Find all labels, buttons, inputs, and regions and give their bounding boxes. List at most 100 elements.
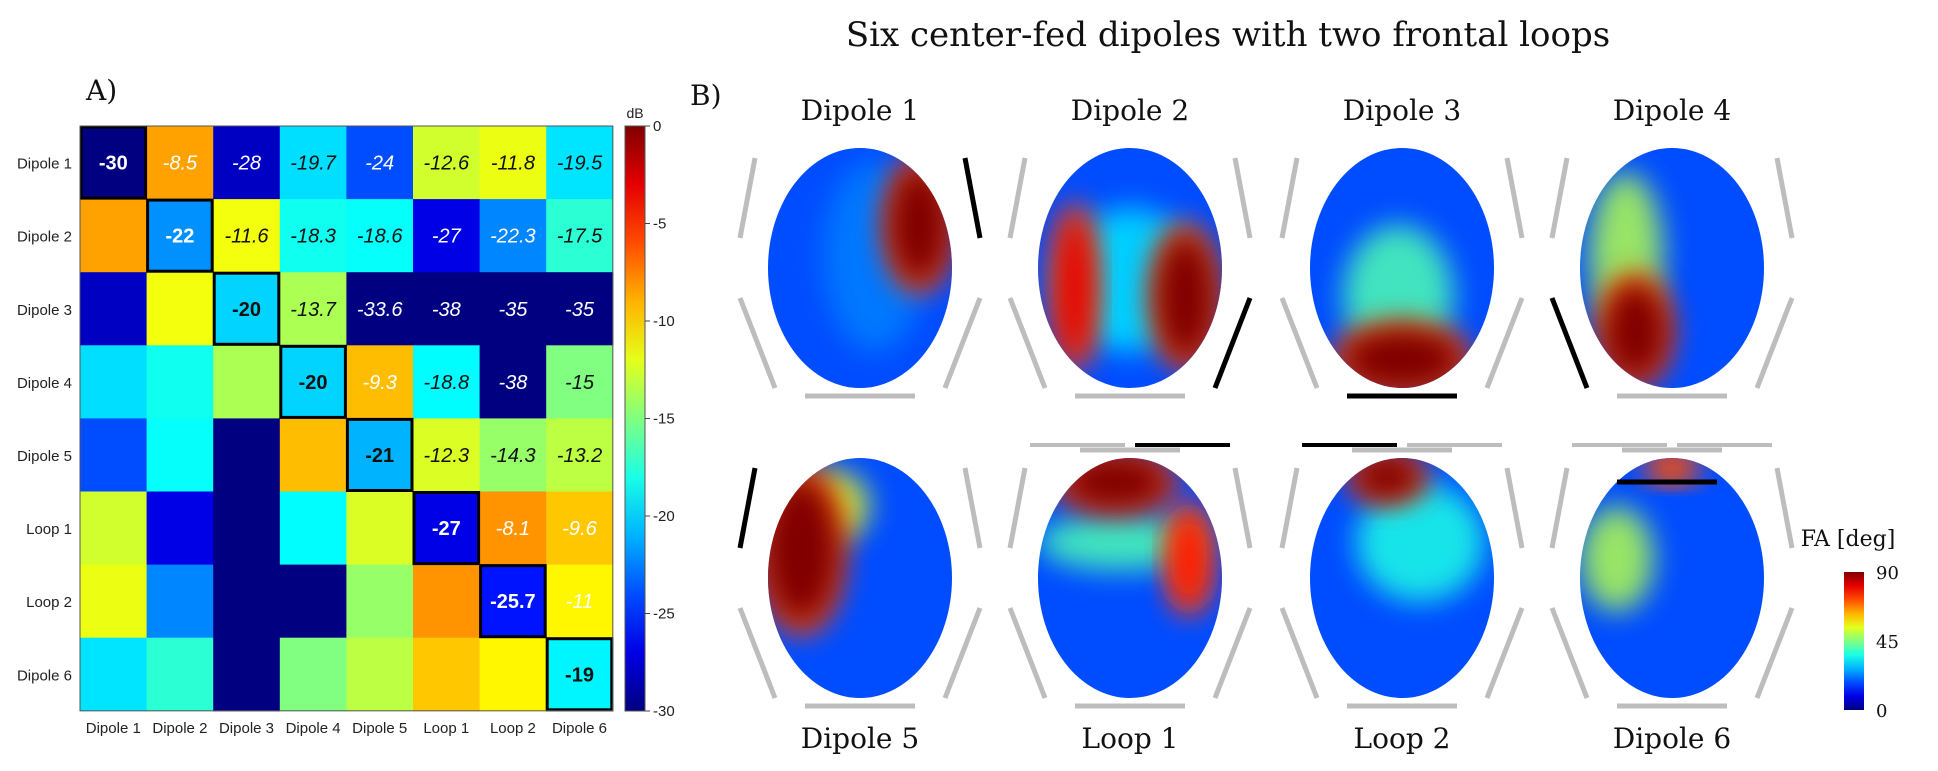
element-bar: [1754, 607, 1795, 699]
element-bar: [1232, 157, 1253, 239]
fa-map-warm-region: [1038, 513, 1204, 571]
diagonal-highlight: [279, 344, 347, 419]
colorbar-db-tick-label: -5: [653, 216, 666, 233]
element-bar: [1212, 607, 1253, 699]
coupling-matrix: -30 -8.5 -28 -19.7 -24 -12.6 -11.8 -19.5 -22 -11.…: [17, 125, 614, 737]
fa-map-title: Loop 2: [1354, 722, 1451, 755]
matrix-cell: [146, 491, 214, 566]
fa-map-field: [768, 148, 952, 388]
fa-map-hot-region: [768, 477, 838, 622]
matrix-cell: [279, 564, 347, 639]
matrix-cell: [479, 272, 547, 346]
cell-value-label: -22: [165, 226, 194, 248]
matrix-cell: [413, 637, 481, 712]
matrix-cell: [413, 345, 481, 419]
element-bar: [962, 467, 983, 549]
cell-value-label: -20: [232, 299, 261, 321]
matrix-cell: [279, 199, 347, 273]
diagonal-highlight: [79, 125, 148, 200]
matrix-cell: [80, 418, 148, 492]
cell-value-label: -18.8: [424, 372, 470, 394]
matrix-cell: [346, 199, 414, 273]
matrix-cell: [413, 418, 481, 492]
colorbar-fa-tick-label: 90: [1876, 563, 1899, 584]
cell-value-label: -11.6: [224, 226, 269, 248]
fa-map-title: Dipole 6: [1613, 722, 1731, 755]
matrix-cell: [413, 272, 481, 346]
col-tick-label: Dipole 2: [152, 720, 207, 737]
col-tick-label: Loop 1: [423, 720, 469, 737]
col-tick-label: Dipole 4: [286, 720, 341, 737]
row-tick-label: Loop 1: [26, 521, 72, 538]
cell-value-label: -35: [498, 299, 528, 321]
matrix-cell: [213, 199, 281, 273]
matrix-cell: [546, 345, 614, 419]
colorbar-db: dB 0 -5 -10 -15 -20 -25 -30: [624, 105, 675, 720]
fa-map-hot-region: [1063, 458, 1167, 509]
active-element-bar: [737, 467, 758, 549]
matrix-cell: [346, 418, 414, 492]
fa-map-field: [1580, 148, 1764, 388]
element-bar: [1549, 607, 1590, 699]
fa-map-hot-region: [1343, 328, 1461, 388]
matrix-cell: [213, 637, 281, 712]
matrix-cell: [479, 491, 547, 566]
fa-map-dipole-3: Dipole 3: [1279, 94, 1525, 399]
cell-value-label: -12.3: [424, 445, 470, 467]
element-bar: [1279, 157, 1300, 239]
diagonal-highlight: [345, 417, 414, 492]
matrix-cell: [479, 637, 547, 712]
cell-value-label: -14.3: [490, 445, 536, 467]
element-bar: [1279, 297, 1320, 389]
matrix-cell: [346, 491, 414, 566]
cell-value-label: -11.8: [491, 153, 535, 175]
cell-value-label: -17.5: [557, 226, 603, 248]
matrix-cell: [279, 491, 347, 566]
row-tick-label: Dipole 1: [17, 156, 72, 173]
cell-value-label: -9.3: [362, 372, 396, 394]
element-bar: [1007, 467, 1028, 549]
fa-map-title: Dipole 2: [1071, 94, 1189, 127]
fa-map-dipole-6: Dipole 6: [1549, 443, 1795, 755]
matrix-cell: [279, 126, 347, 200]
element-bar: [1504, 467, 1525, 549]
element-bar: [1232, 467, 1253, 549]
matrix-cell: [80, 272, 148, 346]
matrix-cell: [80, 345, 148, 419]
active-element-bar: [962, 157, 983, 239]
cell-value-label: -12.6: [424, 153, 470, 175]
cell-value-label: -33.6: [357, 299, 403, 321]
matrix-cell: [346, 637, 414, 712]
cell-value-label: -27: [432, 226, 462, 248]
colorbar-fa-gradient: [1844, 572, 1864, 710]
colorbar-db-tick-label: -25: [653, 606, 675, 623]
cell-value-label: -13.2: [557, 445, 603, 467]
matrix-cell: [479, 126, 547, 200]
matrix-cell: [546, 126, 614, 200]
colorbar-db-tick-label: -10: [653, 313, 675, 330]
matrix-cell: [213, 418, 281, 492]
element-bar: [1504, 157, 1525, 239]
matrix-cell: [279, 418, 347, 492]
fa-map-field: [1038, 148, 1222, 388]
element-bar: [942, 607, 983, 699]
fa-map-warm-region: [1580, 506, 1654, 612]
element-bar: [1007, 297, 1048, 389]
element-bar: [1774, 157, 1795, 239]
element-bar: [1007, 607, 1048, 699]
fa-map-hot-region: [889, 167, 949, 283]
element-bar: [1774, 467, 1795, 549]
col-tick-label: Loop 2: [490, 720, 536, 737]
cell-value-label: -11: [566, 591, 593, 613]
fa-map-hot-region: [1603, 282, 1667, 379]
matrix-cell: [346, 272, 414, 346]
col-tick-label: Dipole 1: [86, 720, 141, 737]
diagonal-highlight: [146, 198, 214, 273]
fa-map-dipole-1: Dipole 1: [737, 94, 983, 399]
matrix-cell: [546, 418, 614, 492]
colorbar-db-tick-label: 0: [653, 118, 661, 135]
active-element-bar: [1212, 297, 1253, 389]
fa-map-dipole-2: Dipole 2: [1007, 94, 1253, 399]
row-tick-label: Dipole 4: [17, 375, 72, 392]
cell-value-label: -30: [99, 153, 128, 175]
